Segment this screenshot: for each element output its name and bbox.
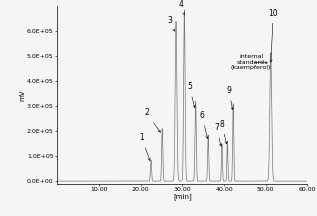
X-axis label: [min]: [min]	[173, 194, 192, 200]
Y-axis label: mV: mV	[19, 89, 25, 101]
Text: 4: 4	[178, 0, 184, 15]
Text: internal
standard
(kaempferol): internal standard (kaempferol)	[231, 54, 271, 70]
Text: 9: 9	[227, 86, 233, 110]
Text: 2: 2	[145, 108, 160, 132]
Text: 6: 6	[200, 111, 208, 138]
Text: 8: 8	[220, 120, 227, 144]
Text: 3: 3	[167, 16, 175, 31]
Text: 1: 1	[139, 133, 150, 160]
Text: 5: 5	[187, 82, 195, 108]
Text: 7: 7	[214, 124, 222, 146]
Text: 10: 10	[268, 9, 278, 62]
